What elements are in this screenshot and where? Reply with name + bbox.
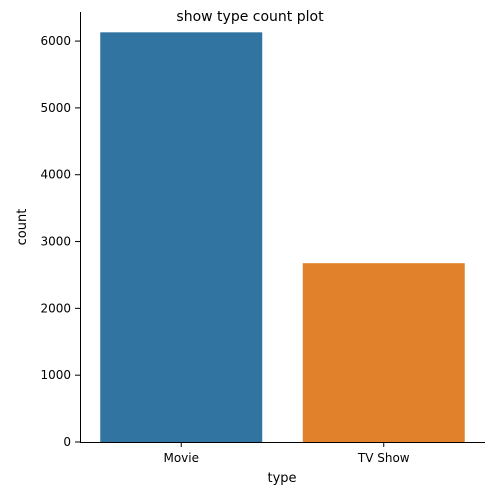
chart-title: show type count plot <box>176 9 324 25</box>
bar-tv-show <box>302 263 465 442</box>
y-tick-label: 0 <box>63 435 71 449</box>
x-axis-label: type <box>267 471 296 486</box>
y-tick-label: 3000 <box>40 235 71 249</box>
x-tick-label: Movie <box>163 451 199 465</box>
x-axis-ticks: Movie TV Show <box>163 442 410 465</box>
y-tick-label: 4000 <box>40 168 71 182</box>
y-tick-label: 5000 <box>40 101 71 115</box>
y-axis-ticks: 0 1000 2000 3000 4000 5000 6000 <box>40 34 80 449</box>
bar-movie <box>100 32 263 443</box>
y-tick-label: 6000 <box>40 34 71 48</box>
y-axis-label: count <box>15 209 30 246</box>
bars <box>100 32 465 443</box>
y-tick-label: 2000 <box>40 301 71 315</box>
y-tick-label: 1000 <box>40 368 71 382</box>
x-tick-label: TV Show <box>357 451 410 465</box>
